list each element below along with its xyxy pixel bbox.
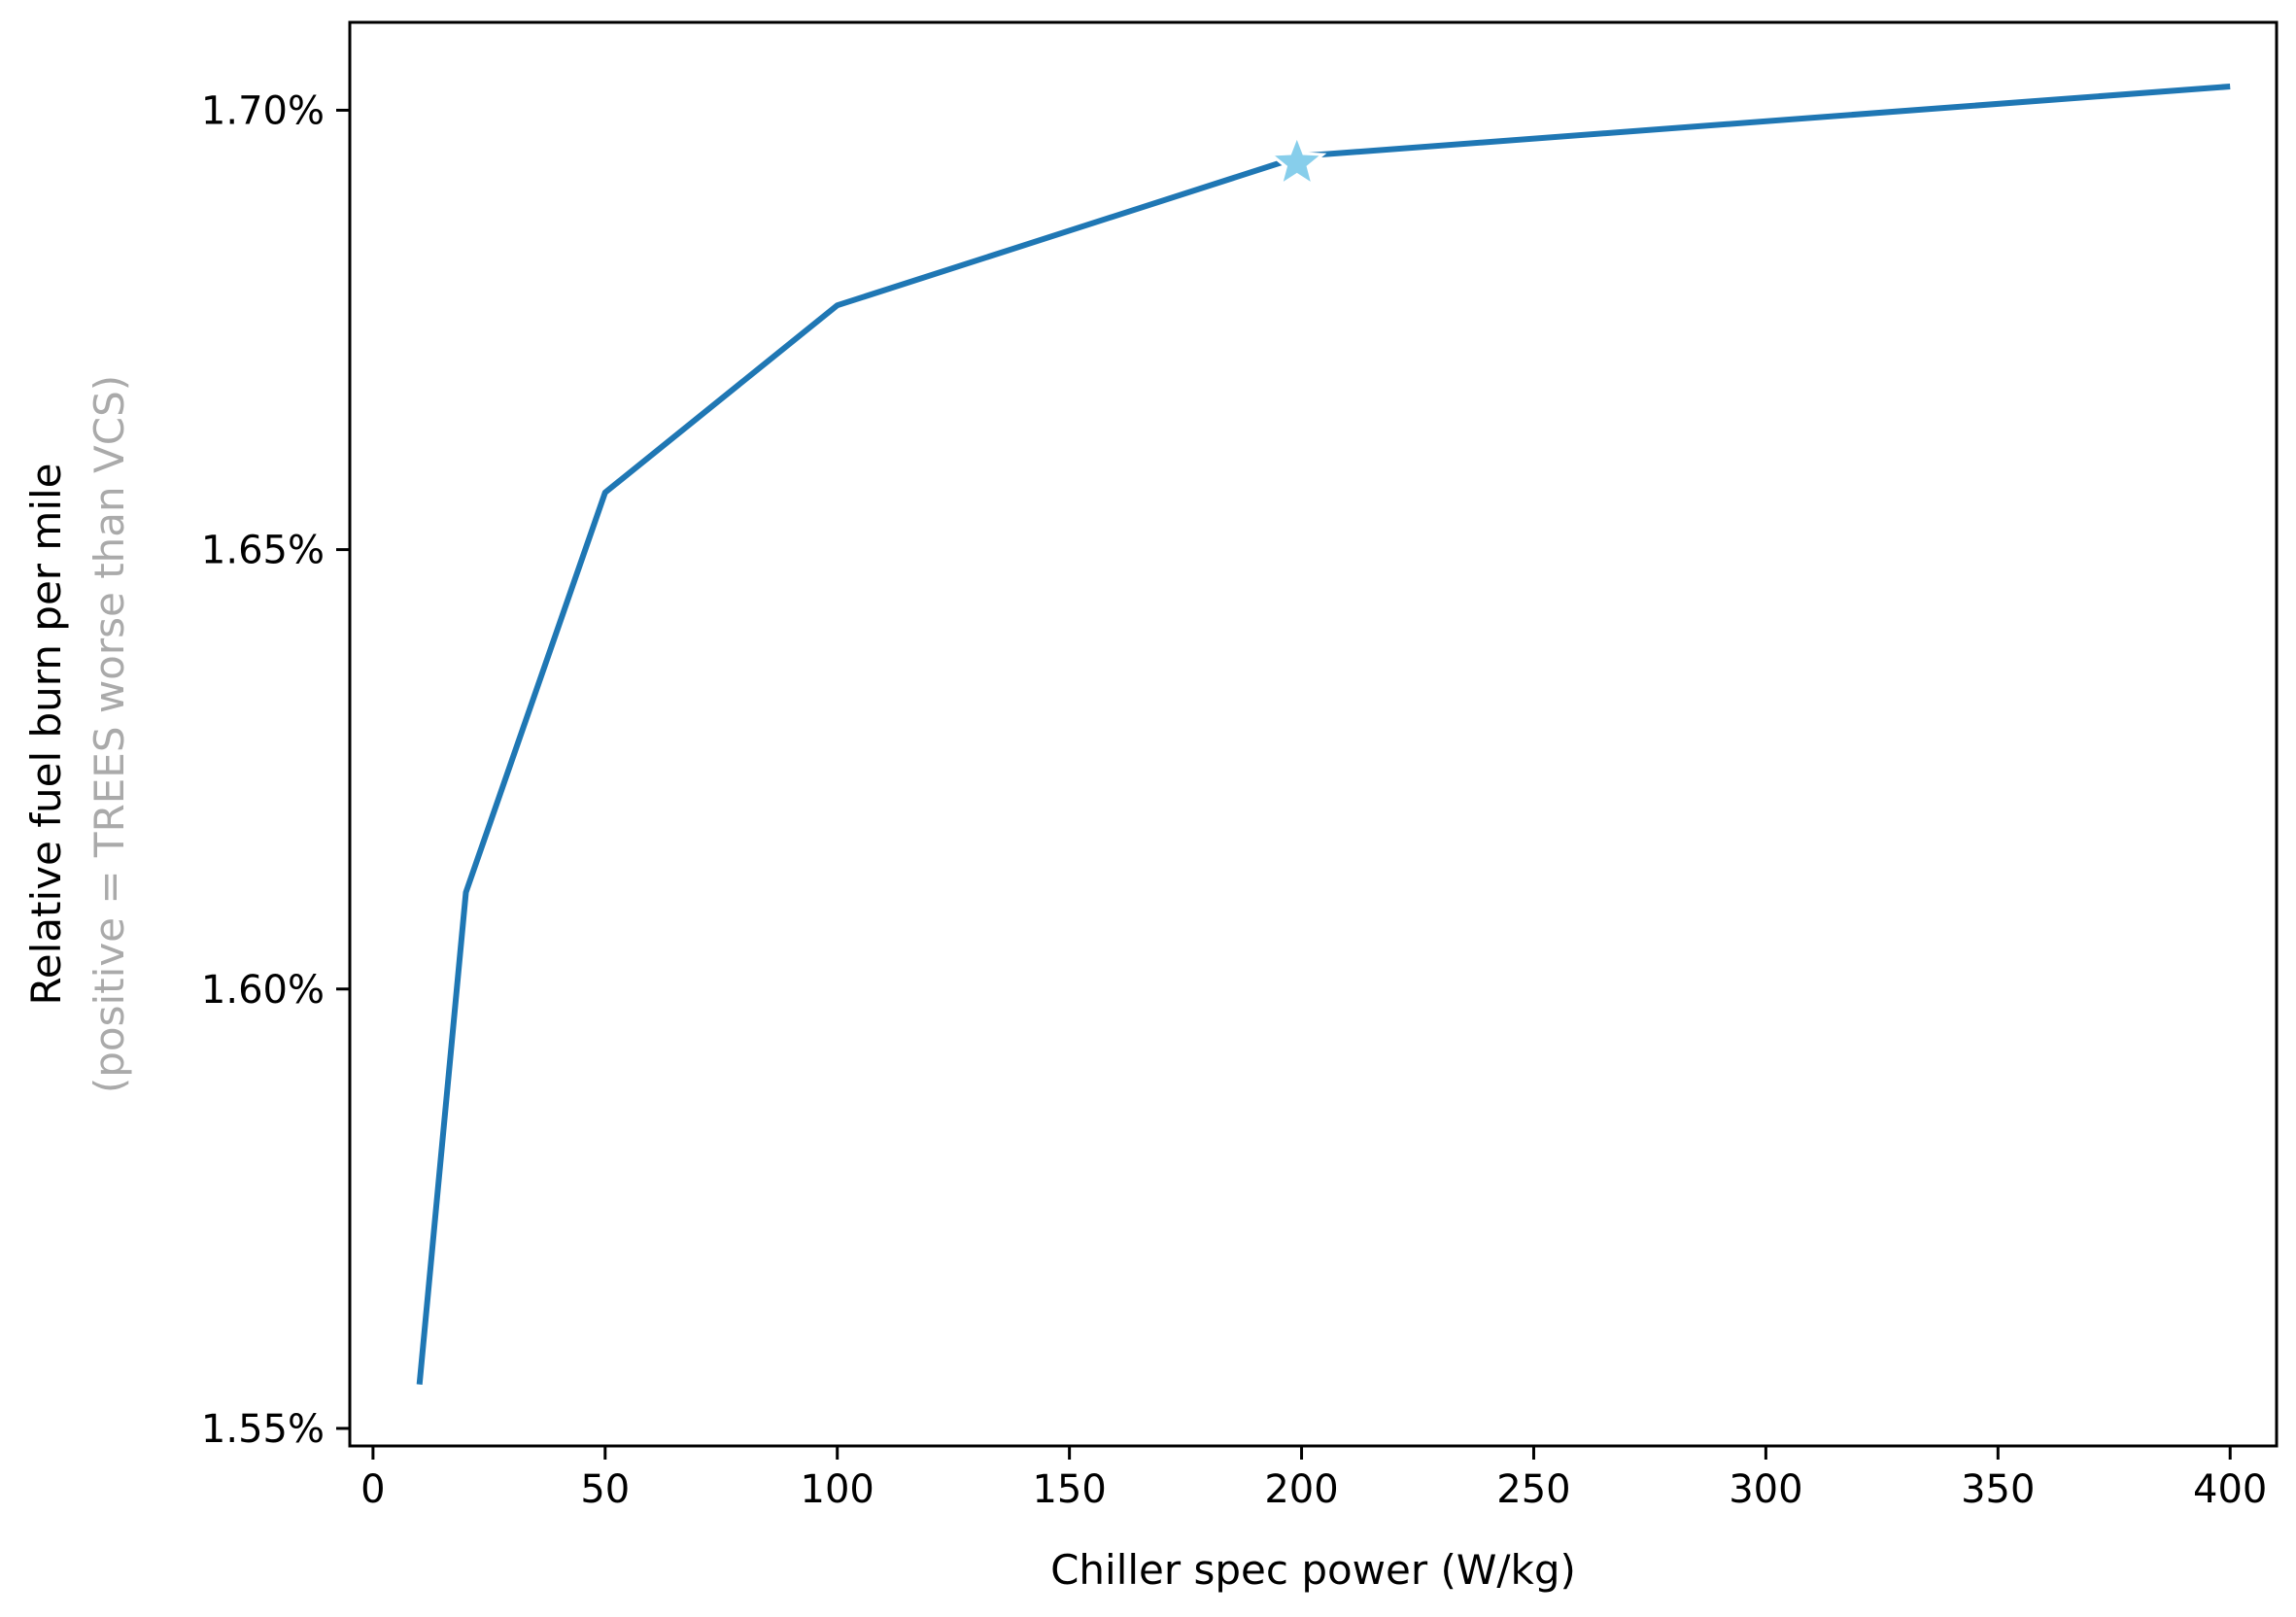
y-axis-title: Relative fuel burn per mile — [22, 464, 70, 1006]
x-tick-label: 250 — [1496, 1467, 1570, 1512]
x-tick-label: 400 — [2193, 1467, 2267, 1512]
series-line-0 — [416, 84, 2231, 1385]
plot-frame — [348, 20, 2279, 1448]
y-axis-subtitle: (positive = TREES worse than VCS) — [86, 375, 133, 1093]
x-tick-label: 300 — [1729, 1467, 1802, 1512]
y-tick-label: 1.70% — [201, 88, 325, 133]
y-tick-label: 1.60% — [201, 968, 325, 1013]
x-tick-label: 100 — [801, 1467, 874, 1512]
x-tick-label: 0 — [360, 1467, 385, 1512]
y-tick-label: 1.55% — [201, 1407, 325, 1452]
x-tick-label: 50 — [580, 1467, 630, 1512]
y-tick-label: 1.65% — [201, 529, 325, 573]
x-tick-label: 350 — [1961, 1467, 2035, 1512]
x-tick-label: 200 — [1264, 1467, 1338, 1512]
x-tick-label: 150 — [1032, 1467, 1106, 1512]
x-axis-title: Chiller spec power (W/kg) — [1050, 1546, 1576, 1594]
highlight-star-marker — [1267, 131, 1327, 189]
